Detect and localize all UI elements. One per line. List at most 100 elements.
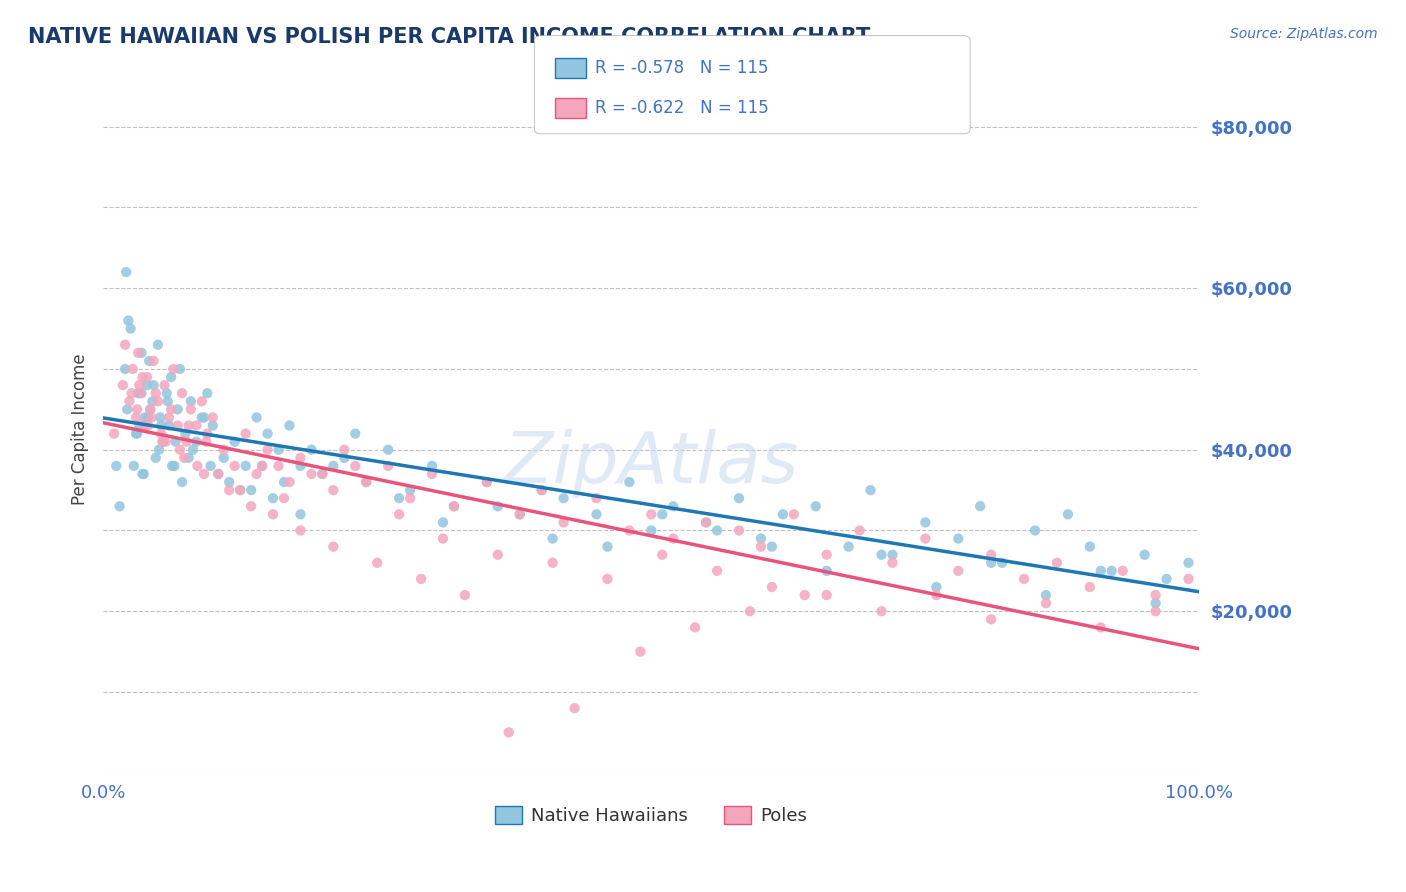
Point	[139, 402, 162, 417]
Point	[132, 467, 155, 481]
Point	[1057, 508, 1080, 522]
Point	[142, 354, 165, 368]
Point	[105, 458, 128, 473]
Point	[1101, 564, 1123, 578]
Point	[201, 410, 224, 425]
Point	[728, 524, 751, 538]
Point	[166, 418, 188, 433]
Point	[530, 483, 553, 497]
Point	[207, 467, 229, 481]
Point	[409, 572, 432, 586]
Point	[311, 467, 333, 481]
Point	[1035, 588, 1057, 602]
Point	[1112, 564, 1135, 578]
Point	[509, 508, 531, 522]
Point	[322, 540, 344, 554]
Point	[1024, 524, 1046, 538]
Point	[134, 410, 156, 425]
Point	[420, 458, 443, 473]
Point	[1012, 572, 1035, 586]
Point	[486, 500, 509, 514]
Point	[541, 556, 564, 570]
Point	[150, 434, 173, 449]
Point	[136, 410, 159, 425]
Point	[1078, 580, 1101, 594]
Point	[553, 516, 575, 530]
Point	[240, 483, 263, 497]
Point	[388, 491, 411, 506]
Point	[399, 483, 422, 497]
Point	[290, 458, 312, 473]
Point	[432, 532, 454, 546]
Point	[333, 450, 356, 465]
Point	[354, 475, 377, 489]
Point	[882, 556, 904, 570]
Point	[706, 564, 728, 578]
Point	[121, 362, 143, 376]
Point	[541, 532, 564, 546]
Point	[914, 516, 936, 530]
Point	[108, 500, 131, 514]
Text: NATIVE HAWAIIAN VS POLISH PER CAPITA INCOME CORRELATION CHART: NATIVE HAWAIIAN VS POLISH PER CAPITA INC…	[28, 27, 870, 46]
Point	[131, 386, 153, 401]
Point	[165, 434, 187, 449]
Point	[1035, 596, 1057, 610]
Point	[377, 458, 399, 473]
Point	[1144, 604, 1167, 618]
Point	[118, 394, 141, 409]
Point	[156, 386, 179, 401]
Point	[141, 410, 163, 425]
Point	[180, 402, 202, 417]
Point	[344, 426, 367, 441]
Point	[117, 313, 139, 327]
Point	[163, 458, 186, 473]
Point	[619, 524, 641, 538]
Point	[136, 370, 159, 384]
Point	[129, 386, 152, 401]
Point	[509, 508, 531, 522]
Point	[125, 426, 148, 441]
Point	[127, 426, 149, 441]
Text: Source: ZipAtlas.com: Source: ZipAtlas.com	[1230, 27, 1378, 41]
Point	[738, 604, 761, 618]
Point	[117, 402, 139, 417]
Point	[218, 475, 240, 489]
Point	[619, 475, 641, 489]
Point	[150, 426, 173, 441]
Point	[290, 450, 312, 465]
Point	[815, 564, 838, 578]
Point	[267, 458, 290, 473]
Point	[103, 426, 125, 441]
Point	[235, 426, 257, 441]
Point	[322, 458, 344, 473]
Point	[207, 467, 229, 481]
Text: R = -0.622   N = 115: R = -0.622 N = 115	[595, 99, 769, 117]
Point	[344, 458, 367, 473]
Point	[200, 458, 222, 473]
Point	[157, 410, 180, 425]
Point	[235, 458, 257, 473]
Point	[148, 442, 170, 457]
Point	[128, 378, 150, 392]
Point	[156, 394, 179, 409]
Point	[530, 483, 553, 497]
Point	[749, 532, 772, 546]
Point	[111, 378, 134, 392]
Point	[145, 386, 167, 401]
Point	[651, 548, 673, 562]
Point	[256, 426, 278, 441]
Point	[553, 491, 575, 506]
Point	[454, 588, 477, 602]
Point	[267, 442, 290, 457]
Point	[290, 508, 312, 522]
Point	[772, 508, 794, 522]
Point	[793, 588, 815, 602]
Point	[122, 458, 145, 473]
Point	[443, 500, 465, 514]
Point	[1090, 564, 1112, 578]
Point	[160, 458, 183, 473]
Point	[640, 508, 662, 522]
Point	[128, 418, 150, 433]
Text: ZipAtlas: ZipAtlas	[503, 429, 799, 499]
Point	[246, 467, 269, 481]
